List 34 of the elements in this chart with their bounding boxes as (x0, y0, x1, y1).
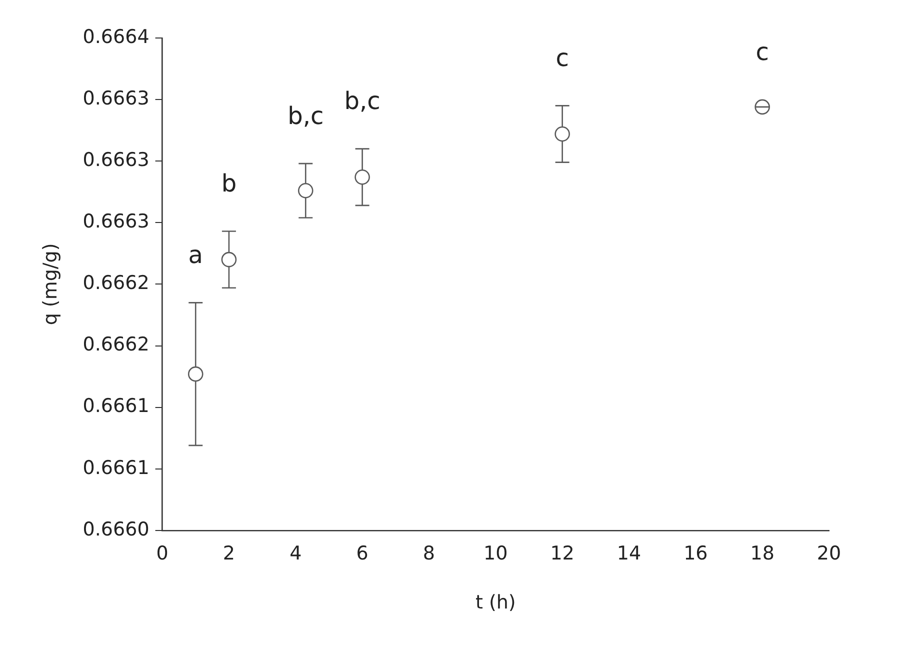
point (298, 182, 314, 198)
x-tick-label: 12 (550, 542, 574, 565)
annotation: a (188, 240, 203, 269)
y-tick-label: 0.6661 (82, 395, 150, 418)
y-tick-label: 0.6660 (82, 518, 150, 540)
point (754, 99, 770, 115)
y-tick-label: 0.6664 (82, 26, 150, 48)
x-tick-label: 6 (356, 542, 368, 565)
x-tick-label: 20 (816, 542, 842, 565)
point (554, 126, 570, 142)
x-tick-label: 4 (290, 542, 302, 565)
x-tick-label: 10 (484, 542, 508, 565)
x-tick-label: 8 (422, 542, 436, 565)
y-tick-label: 0.6663 (82, 87, 150, 110)
x-tick-label: 18 (750, 542, 774, 565)
annotation: c (756, 38, 769, 66)
x-tick-label: 14 (616, 542, 642, 565)
y-tick-label: 0.6662 (82, 334, 150, 356)
annotation: b,c (344, 87, 380, 116)
point (188, 366, 204, 382)
annotation: b,c (288, 102, 324, 130)
y-axis-title: q (mg/g) (39, 243, 62, 326)
y-tick-label: 0.6663 (82, 210, 150, 233)
annotation: c (556, 44, 569, 72)
y-tick-label: 0.6663 (82, 149, 150, 172)
y-tick-label: 0.6661 (82, 456, 150, 479)
point (221, 252, 237, 268)
point (354, 169, 370, 185)
x-tick-label: 16 (684, 542, 708, 565)
y-tick-label: 0.6662 (82, 272, 150, 294)
x-tick-label: 0 (156, 542, 168, 565)
x-axis-title: t (h) (475, 592, 516, 614)
annotation: b (221, 170, 237, 198)
x-tick-label: 2 (222, 542, 235, 565)
